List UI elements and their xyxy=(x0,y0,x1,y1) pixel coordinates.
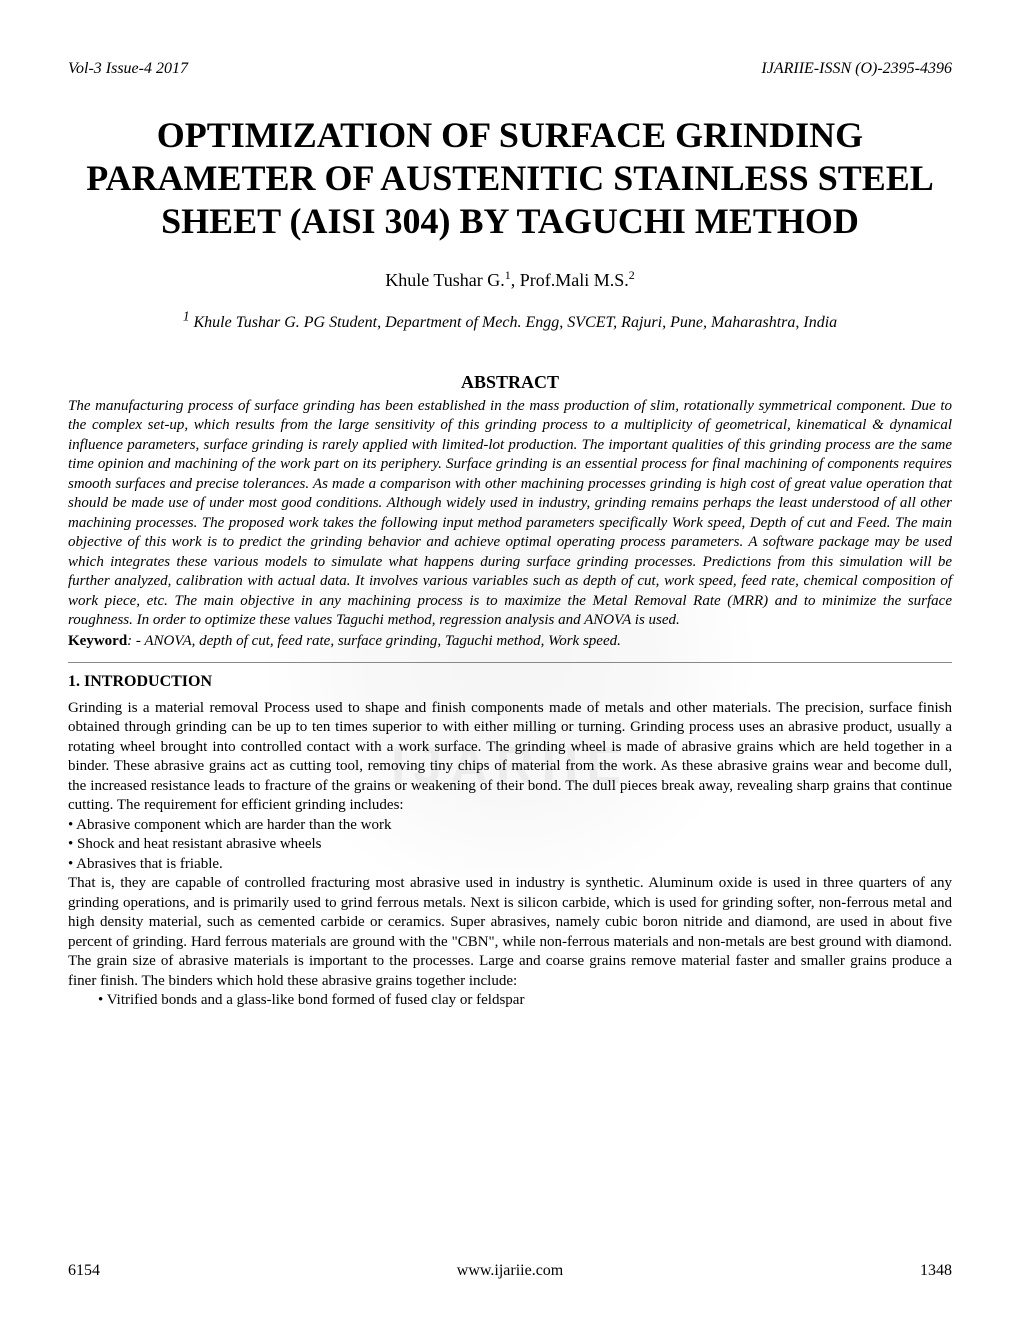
author-2-sup: 2 xyxy=(629,268,635,282)
abstract-body: The manufacturing process of surface gri… xyxy=(68,397,952,631)
keyword-text: : - ANOVA, depth of cut, feed rate, surf… xyxy=(127,633,621,649)
author-1: Khule Tushar G. xyxy=(385,270,505,290)
keyword-line: Keyword: - ANOVA, depth of cut, feed rat… xyxy=(68,633,952,650)
paper-title: OPTIMIZATION OF SURFACE GRINDING PARAMET… xyxy=(68,114,952,244)
footer-center: www.ijariie.com xyxy=(457,1262,563,1280)
abstract-heading: ABSTRACT xyxy=(68,372,952,393)
keyword-label: Keyword xyxy=(68,633,127,649)
header-right: IJARIIE-ISSN (O)-2395-4396 xyxy=(761,60,952,78)
bullet-3: • Abrasives that is friable. xyxy=(68,855,952,875)
sub-bullet-1: • Vitrified bonds and a glass-like bond … xyxy=(116,991,952,1011)
section-divider xyxy=(68,662,952,663)
affiliation-line: 1 Khule Tushar G. PG Student, Department… xyxy=(68,309,952,332)
author-sep: , Prof.Mali M.S. xyxy=(511,270,629,290)
page-footer: 6154 www.ijariie.com 1348 xyxy=(68,1262,952,1280)
footer-left: 6154 xyxy=(68,1262,100,1280)
header-left: Vol-3 Issue-4 2017 xyxy=(68,60,188,78)
section-1-heading: 1. INTRODUCTION xyxy=(68,673,952,691)
footer-right: 1348 xyxy=(920,1262,952,1280)
section-1-para-1: Grinding is a material removal Process u… xyxy=(68,699,952,816)
section-1-para-2: That is, they are capable of controlled … xyxy=(68,874,952,991)
bullet-2: • Shock and heat resistant abrasive whee… xyxy=(68,835,952,855)
page-content: Vol-3 Issue-4 2017 IJARIIE-ISSN (O)-2395… xyxy=(68,60,952,1011)
page-header: Vol-3 Issue-4 2017 IJARIIE-ISSN (O)-2395… xyxy=(68,60,952,78)
bullet-1: • Abrasive component which are harder th… xyxy=(68,816,952,836)
authors-line: Khule Tushar G.1, Prof.Mali M.S.2 xyxy=(68,268,952,291)
